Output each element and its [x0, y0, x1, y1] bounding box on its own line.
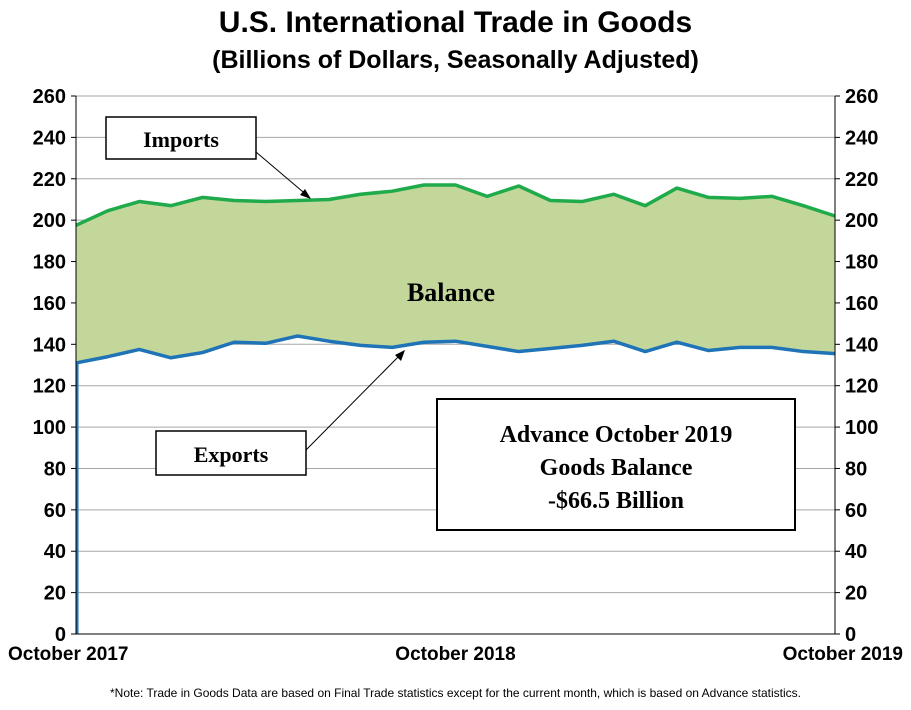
y-tick-right-0: 0: [845, 624, 856, 646]
y-tick-right-200: 200: [845, 210, 878, 232]
y-tick-left-160: 160: [33, 293, 66, 315]
x-tick-2: October 2019: [783, 644, 903, 665]
y-tick-right-140: 140: [845, 334, 878, 356]
y-tick-right-240: 240: [845, 127, 878, 149]
y-tick-right-80: 80: [845, 458, 867, 480]
exports-line: [75, 334, 836, 365]
y-tick-right-180: 180: [845, 252, 878, 274]
series-lines: [75, 183, 836, 634]
callout-line-2: Goods Balance: [540, 455, 693, 481]
x-tick-0: October 2017: [8, 644, 128, 665]
callout-box: [436, 398, 796, 531]
imports-arrowhead: [300, 189, 311, 199]
y-tick-right-160: 160: [845, 293, 878, 315]
y-tick-left-100: 100: [33, 417, 66, 439]
y-tick-right-60: 60: [845, 500, 867, 522]
y-tick-right-120: 120: [845, 376, 878, 398]
y-tick-right-260: 260: [845, 86, 878, 108]
x-tick-1: October 2018: [395, 644, 515, 665]
y-tick-left-60: 60: [44, 500, 66, 522]
y-tick-left-180: 180: [33, 252, 66, 274]
exports-arrowhead: [395, 350, 405, 361]
trade-chart: 0 20 40 60 80 100 120 140 160 180 200 220 240 260 0 20…: [8, 86, 903, 665]
y-tick-right-40: 40: [845, 541, 867, 563]
y-tick-left-260: 260: [33, 86, 66, 108]
exports-arrow: [305, 351, 404, 451]
y-axis-right-ticks: 0 20 40 60 80 100 120 140 160 180 200 220 240 260: [835, 86, 878, 646]
y-axis-left-ticks: 0 20 40 60 80 100 120 140 160 180 200 220 240 260: [33, 86, 76, 646]
callout-line-1: Advance October 2019: [500, 422, 733, 448]
balance-area: [76, 184, 835, 363]
imports-label: Imports: [143, 127, 219, 152]
footnote: *Note: Trade in Goods Data are based on …: [109, 686, 802, 700]
y-tick-left-20: 20: [44, 583, 66, 605]
y-tick-left-200: 200: [33, 210, 66, 232]
imports-line: [75, 183, 836, 227]
exports-label: Exports: [194, 442, 269, 467]
y-tick-right-100: 100: [845, 417, 878, 439]
y-tick-left-140: 140: [33, 334, 66, 356]
y-tick-left-0: 0: [55, 624, 66, 646]
imports-label-box: [105, 116, 257, 160]
callout-line-3: -$66.5 Billion: [548, 488, 684, 514]
balance-fill: [76, 184, 835, 363]
y-tick-left-240: 240: [33, 127, 66, 149]
chart-subtitle: (Billions of Dollars, Seasonally Adjuste…: [212, 46, 699, 74]
y-tick-left-40: 40: [44, 541, 66, 563]
y-tick-left-120: 120: [33, 376, 66, 398]
gridlines: [76, 95, 835, 635]
y-tick-right-220: 220: [845, 169, 878, 191]
y-tick-left-80: 80: [44, 458, 66, 480]
x-axis-ticks: October 2017 October 2018 October 2019: [8, 644, 903, 665]
exports-label-box: [155, 430, 307, 476]
y-tick-right-20: 20: [845, 583, 867, 605]
axes: [75, 96, 836, 635]
balance-label: Balance: [407, 278, 495, 307]
y-tick-left-220: 220: [33, 169, 66, 191]
imports-arrow: [255, 151, 310, 198]
chart-title: U.S. International Trade in Goods: [218, 6, 693, 39]
